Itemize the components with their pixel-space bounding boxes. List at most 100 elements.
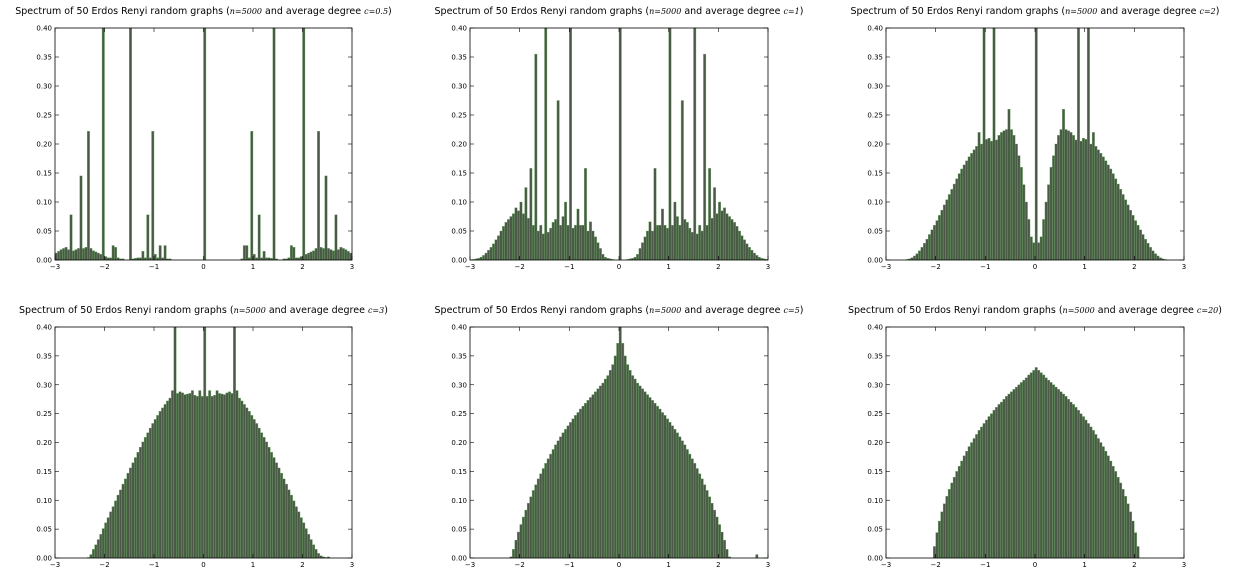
histogram-bar [213, 394, 217, 559]
histogram-bar [1042, 374, 1046, 559]
histogram-bar [1054, 386, 1058, 559]
histogram-bar [322, 248, 325, 261]
histogram-bar [945, 496, 949, 559]
histogram-bar [733, 222, 736, 261]
histogram-bar [129, 27, 132, 261]
histogram-bar [700, 230, 704, 261]
histogram-bar [695, 468, 699, 559]
y-tick-label: 0.10 [867, 497, 883, 505]
chart-title-title-prefix: Spectrum of 50 Erdos Renyi random graphs… [851, 6, 1066, 17]
histogram-bar [675, 216, 679, 261]
histogram-bar [541, 233, 545, 261]
histogram-bar [651, 230, 654, 261]
histogram-bar [208, 390, 212, 559]
histogram-bar [233, 326, 236, 559]
chart-title-title-suffix: ) [384, 305, 388, 316]
histogram-bar [571, 227, 575, 261]
histogram-bar [750, 249, 754, 261]
histogram-bar [591, 230, 595, 261]
histogram-bar [96, 539, 100, 559]
histogram-bar [158, 245, 162, 261]
histogram-bar [755, 554, 759, 559]
histogram-bar [1067, 130, 1070, 261]
histogram-bar [549, 227, 553, 261]
histogram-bar [608, 370, 612, 559]
histogram-bar [346, 251, 350, 261]
histogram-bar [1101, 156, 1105, 261]
histogram-bar [1057, 135, 1061, 261]
histogram-bar [708, 168, 712, 261]
histogram-bar [551, 222, 555, 261]
histogram-bar [230, 393, 234, 559]
histogram-bar [935, 532, 939, 559]
histogram-bar [1119, 189, 1123, 261]
y-tick-label: 0.20 [867, 141, 883, 149]
x-tick-label: −2 [99, 561, 109, 569]
histogram-bar [1094, 146, 1098, 261]
histogram-bar [549, 453, 553, 559]
histogram-bar [205, 396, 209, 559]
histogram-bar [519, 524, 523, 559]
histogram-bar [514, 539, 518, 559]
histogram-bar [930, 229, 934, 261]
histogram-bar [1134, 532, 1137, 559]
chart-title-title-math: n=5000 [649, 7, 681, 16]
histogram-bar [499, 230, 503, 261]
histogram-bar [181, 392, 184, 559]
histogram-bar [1014, 386, 1018, 559]
histogram-bar [965, 160, 969, 261]
histogram-bar [933, 225, 936, 261]
histogram-bar [114, 500, 118, 559]
histogram-bar [153, 419, 157, 559]
histogram-bar [272, 27, 276, 261]
histogram-bar [1039, 372, 1043, 559]
histogram-bar [1082, 138, 1085, 261]
x-tick-label: −3 [50, 263, 60, 271]
x-tick-label: −2 [931, 561, 941, 569]
histogram-bar [173, 326, 177, 559]
histogram-bar [611, 364, 615, 559]
histogram-bar [1096, 149, 1100, 261]
histogram-bar [479, 256, 483, 261]
x-tick-label: −3 [881, 263, 891, 271]
histogram-bar [1014, 143, 1018, 261]
histogram-bar [99, 254, 103, 261]
histogram-bar [111, 245, 115, 261]
histogram-bar [1091, 430, 1095, 559]
histogram-bar [336, 249, 340, 261]
histogram-bar [89, 248, 93, 261]
histogram-bar [601, 254, 605, 261]
histogram-bar [648, 221, 652, 261]
histogram-bar [1027, 219, 1031, 261]
histogram-bar [176, 393, 179, 559]
histogram-bar [1052, 155, 1056, 261]
histogram-bar [666, 418, 669, 559]
histogram-bar [723, 539, 726, 559]
histogram-bar [1096, 438, 1100, 559]
histogram-bar [225, 392, 229, 559]
histogram-bar [648, 397, 652, 559]
histogram-bar [257, 214, 261, 261]
y-tick-label: 0.00 [867, 555, 883, 563]
y-tick-label: 0.00 [867, 257, 883, 265]
histogram-bar [1039, 236, 1043, 261]
histogram-bar [668, 422, 672, 559]
histogram-bar [188, 393, 192, 559]
histogram-bar [593, 391, 597, 559]
histogram-bar [482, 255, 486, 261]
histogram-bar [529, 496, 533, 559]
histogram-bar [559, 225, 563, 261]
histogram-bar [658, 408, 662, 559]
histogram-bar [710, 502, 714, 559]
histogram-bar [987, 416, 991, 559]
y-tick-label: 0.05 [451, 526, 467, 534]
histogram-bar [1034, 27, 1038, 261]
histogram-bar [584, 403, 587, 559]
histogram-bar [918, 250, 921, 261]
chart-title-title-suffix: ) [388, 6, 392, 17]
chart-title-title-suffix: ) [1216, 6, 1220, 17]
histogram-bar [116, 494, 120, 559]
histogram-bar [146, 214, 150, 261]
histogram-bar [198, 390, 202, 559]
histogram-bar [240, 400, 244, 559]
